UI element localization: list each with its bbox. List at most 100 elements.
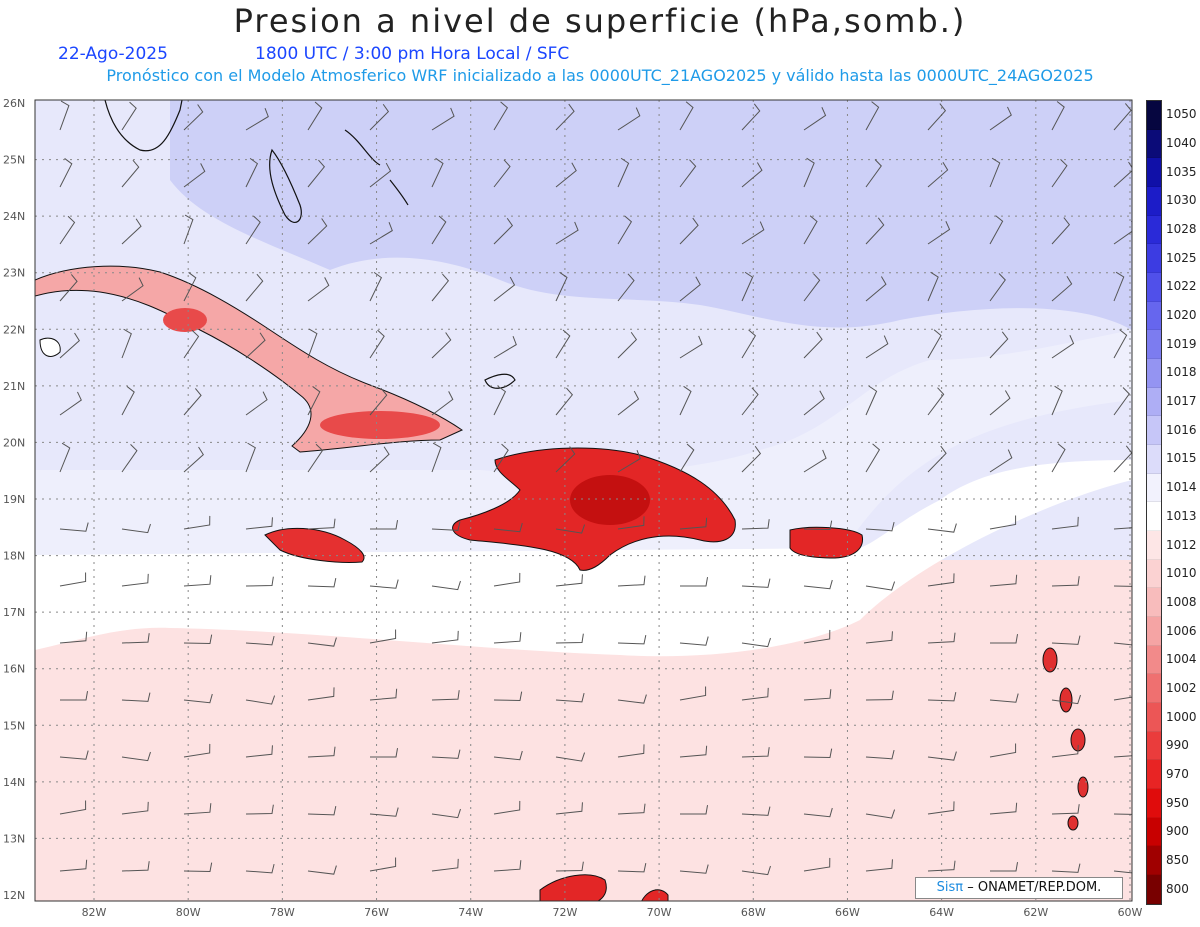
wind-barb: [183, 862, 213, 872]
wind-barb: [555, 633, 584, 644]
wind-barb: [555, 446, 576, 473]
wind-barb: [59, 631, 88, 644]
wind-barb: [679, 159, 697, 188]
wind-barb: [121, 386, 135, 416]
wind-barb: [431, 332, 452, 359]
wind-barb: [741, 865, 771, 876]
wind-barb: [121, 801, 149, 815]
eleuthera-island: [344, 129, 381, 166]
sispi-logo: Sisπ: [936, 880, 964, 895]
wind-barb: [431, 521, 461, 531]
longitude-axis: 82W 80W 78W 76W 74W 72W 70W 68W 66W 64W 62W 60W: [82, 906, 1143, 919]
wind-barb: [493, 691, 523, 701]
wind-barb: [803, 857, 831, 872]
wind-barb: [555, 387, 574, 416]
colorbar-level-label: 1025: [1166, 250, 1197, 265]
wind-barb: [431, 391, 454, 416]
wind-barb: [803, 449, 827, 473]
wind-barb: [121, 328, 132, 359]
cuba-low-core-2: [320, 411, 440, 439]
wind-barb: [369, 162, 392, 188]
lat-label: 21N: [3, 380, 25, 393]
wind-barb: [927, 387, 945, 416]
andros-island: [269, 148, 302, 223]
lat-label: 18N: [3, 550, 25, 563]
wind-barb: [493, 800, 521, 815]
wind-barb: [1113, 387, 1130, 416]
wind-barb: [555, 524, 586, 534]
colorbar-swatch: [1147, 703, 1161, 732]
wind-barb: [555, 752, 586, 762]
wind-barb: [741, 103, 761, 131]
wind-barb: [369, 688, 398, 701]
wind-barb: [927, 221, 951, 245]
wind-barb: [989, 331, 1009, 359]
wind-barb: [369, 387, 388, 416]
great-inagua-island: [484, 373, 516, 389]
wind-barb: [1113, 271, 1125, 302]
wind-barb: [493, 276, 516, 302]
colorbar-level-label: 950: [1166, 795, 1189, 810]
wind-barb: [803, 689, 832, 701]
colorbar-swatch: [1147, 531, 1161, 560]
wind-barb: [59, 391, 82, 416]
colorbar-level-label: 850: [1166, 852, 1189, 867]
wind-barb: [1113, 696, 1132, 701]
colorbar-level-label: 1000: [1166, 709, 1197, 724]
hispaniola-low-core: [570, 475, 650, 525]
wind-barb: [245, 332, 266, 359]
wind-barb: [741, 519, 770, 530]
wind-barb: [865, 335, 889, 359]
wind-barb: [679, 443, 695, 473]
wind-barb: [121, 218, 142, 245]
lon-label: 74W: [458, 906, 483, 919]
wind-barb: [121, 861, 150, 872]
wind-barb: [307, 328, 318, 359]
wind-barb: [989, 390, 1011, 416]
wind-barb: [245, 442, 256, 473]
wind-barbs: [59, 100, 1132, 876]
colorbar-swatch: [1147, 617, 1161, 646]
colorbar-swatch: [1147, 445, 1161, 474]
wind-barb: [183, 388, 202, 416]
wind-barb: [1051, 863, 1081, 873]
wind-barb: [865, 521, 895, 532]
lat-label: 17N: [3, 606, 25, 619]
wind-barb: [369, 579, 399, 589]
lat-label: 25N: [3, 154, 25, 167]
colorbar-level-label: 1050: [1166, 107, 1197, 122]
colorbar-level-label: 1002: [1166, 680, 1197, 695]
wind-barb: [990, 862, 1019, 872]
wind-barb: [493, 860, 522, 872]
credit-text: – ONAMET/REP.DOM.: [967, 880, 1102, 895]
wind-barb: [59, 859, 88, 872]
south-america-coast: [539, 874, 607, 901]
wind-barb: [183, 214, 194, 245]
wind-barb: [865, 690, 894, 701]
wind-barb: [1051, 443, 1066, 473]
wind-barb: [183, 272, 197, 302]
lat-label: 12N: [3, 889, 25, 902]
wind-barb: [927, 573, 955, 587]
latitude-axis: 26N 25N 24N 23N 22N 21N 20N 19N 18N 17N 16N 15N 14N 1…: [3, 97, 25, 902]
wind-barb: [679, 686, 707, 701]
wind-barb: [370, 748, 399, 758]
wind-barb: [803, 629, 831, 644]
colorbar-level-label: 1035: [1166, 164, 1197, 179]
wind-barb: [245, 576, 274, 587]
wind-barb: [1051, 159, 1068, 188]
colorbar-level-label: 1006: [1166, 623, 1197, 638]
wind-barb: [741, 221, 765, 245]
lon-label: 82W: [82, 906, 107, 919]
wind-barb: [989, 157, 1001, 188]
wind-barb: [307, 518, 336, 530]
colorbar-swatch: [1147, 645, 1161, 675]
wind-barb: [183, 634, 213, 644]
wind-barb: [617, 450, 641, 473]
wind-barb: [555, 329, 571, 359]
wind-barb: [803, 273, 821, 302]
wind-barb: [493, 217, 514, 245]
lon-label: 78W: [270, 906, 295, 919]
colorbar-swatch: [1147, 760, 1161, 790]
wind-barb: [741, 747, 770, 758]
